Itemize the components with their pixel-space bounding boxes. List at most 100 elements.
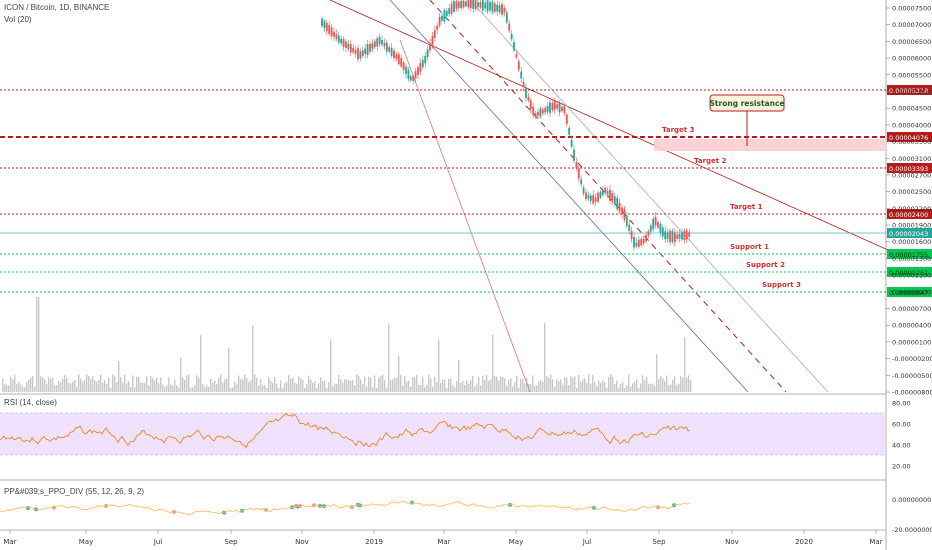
- volume-bar: [384, 380, 386, 392]
- volume-bar: [308, 375, 310, 392]
- volume-bar: [172, 385, 174, 392]
- candle-body: [611, 193, 614, 203]
- volume-bar: [218, 377, 220, 392]
- candle-body: [671, 231, 674, 243]
- volume-bar: [486, 374, 488, 392]
- volume-bar: [530, 384, 532, 392]
- volume-bar: [154, 380, 156, 392]
- volume-bar: [12, 379, 14, 392]
- candle-body: [477, 2, 479, 7]
- volume-bar: [378, 377, 380, 392]
- candle-body: [369, 43, 371, 52]
- volume-bar: [512, 386, 514, 392]
- volume-bar: [146, 376, 148, 392]
- volume-bar: [150, 375, 152, 392]
- volume-bar: [572, 377, 574, 392]
- y-tick-label: -0.00000800: [892, 389, 932, 397]
- volume-bar: [584, 378, 586, 392]
- volume-bar: [540, 380, 542, 392]
- x-tick-label: 2019: [365, 538, 383, 546]
- volume-bar: [268, 377, 270, 392]
- candle-body: [678, 234, 681, 239]
- volume-bar: [424, 387, 426, 392]
- volume-bar: [2, 378, 4, 392]
- volume-bar: [628, 374, 630, 392]
- candle-body: [352, 47, 355, 53]
- volume-bar: [346, 379, 348, 392]
- volume-bar: [602, 380, 604, 392]
- candle-body: [585, 192, 587, 200]
- volume-bar: [254, 374, 256, 392]
- volume-bar: [490, 379, 492, 392]
- volume-bar: [142, 382, 144, 392]
- volume-bar: [370, 377, 372, 392]
- candle-body: [405, 66, 407, 74]
- volume-bar: [316, 387, 318, 392]
- volume-bar: [210, 378, 212, 392]
- y-tick-label: 0.00000700: [892, 305, 931, 313]
- volume-bar: [590, 383, 592, 392]
- y-tick-label: -0.00000200: [892, 355, 932, 363]
- candle-body: [433, 30, 436, 38]
- volume-bar: [638, 387, 640, 392]
- volume-bar: [132, 375, 134, 392]
- volume-bar: [18, 381, 20, 392]
- volume-bar: [586, 383, 588, 392]
- volume-bar: [330, 340, 332, 392]
- volume-bar: [592, 374, 594, 392]
- volume-bar: [570, 376, 572, 392]
- volume-bar: [26, 381, 28, 392]
- level-price-tag: [887, 163, 932, 173]
- volume-bar: [266, 387, 268, 392]
- y-tick-label: 0.00005500: [892, 71, 931, 79]
- level-price-label: 0.00001755: [889, 251, 928, 259]
- candle-body: [465, 1, 467, 7]
- volume-bar: [436, 382, 438, 392]
- volume-bar: [458, 359, 460, 392]
- candle-body: [513, 42, 515, 51]
- volume-bar: [618, 387, 620, 392]
- volume-bar: [282, 387, 284, 392]
- level-name-label: Support 3: [762, 281, 801, 289]
- volume-bar: [326, 387, 328, 392]
- candle-body: [457, 1, 460, 8]
- volume-bar: [36, 297, 38, 392]
- candle-body: [321, 18, 323, 26]
- volume-bar: [350, 380, 352, 392]
- candle-body: [645, 235, 647, 242]
- candle-body: [388, 47, 391, 52]
- volume-bar: [604, 382, 606, 392]
- candle-body: [640, 238, 643, 246]
- candle-body: [469, 0, 472, 9]
- level-price-label: 0.00005218: [889, 87, 928, 95]
- candle-body: [503, 8, 506, 13]
- candle-body: [556, 104, 559, 109]
- candle-body: [587, 195, 590, 199]
- ppo-line: [0, 500, 691, 516]
- candle-body: [517, 61, 520, 70]
- candle-body: [357, 48, 359, 60]
- candle-body: [609, 189, 611, 201]
- volume-bar: [320, 377, 322, 392]
- candle-body: [577, 168, 580, 179]
- volume-bar: [252, 325, 254, 392]
- candle-body: [414, 71, 417, 79]
- volume-bar: [8, 385, 10, 392]
- volume-bar: [428, 374, 430, 392]
- candle-body: [460, 0, 463, 8]
- volume-bar: [566, 377, 568, 392]
- candle-body: [493, 3, 496, 12]
- volume-bar: [470, 380, 472, 392]
- candle-body: [652, 218, 655, 229]
- candle-body: [616, 197, 619, 210]
- volume-bar: [250, 380, 252, 392]
- candle-body: [563, 106, 566, 114]
- volume-bar: [402, 385, 404, 392]
- candle-body: [491, 1, 494, 12]
- volume-bar: [54, 385, 56, 392]
- volume-bar: [568, 385, 570, 392]
- candle-body: [676, 234, 679, 239]
- volume-bar: [390, 379, 392, 392]
- volume-bar: [502, 376, 504, 392]
